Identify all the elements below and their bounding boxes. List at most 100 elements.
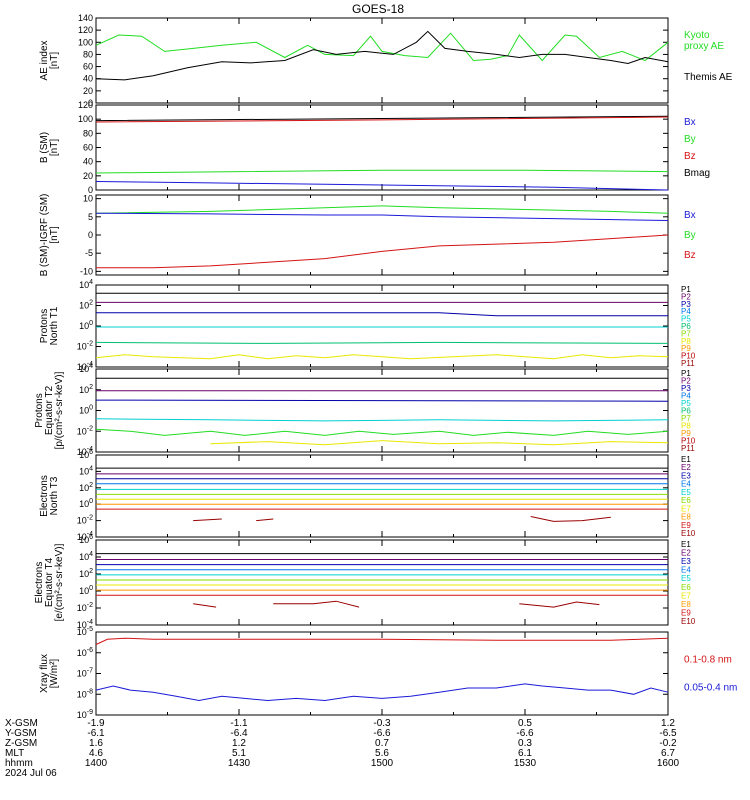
y-tick-label: 60 [83, 62, 93, 72]
legend-e4: E4 [681, 480, 691, 489]
legend-p2: P2 [681, 292, 691, 301]
y-tick-label: 20 [83, 86, 93, 96]
x-axis-value: -6.4 [230, 728, 248, 739]
y-tick-label: 102 [79, 300, 93, 311]
x-axis-value: -6.6 [516, 728, 534, 739]
series-p7 [95, 428, 669, 436]
legend-p7: P7 [681, 329, 691, 338]
x-axis-value: 0.5 [518, 718, 532, 729]
legend-e2: E2 [681, 463, 691, 472]
x-axis-row-label: Y-GSM [5, 728, 37, 739]
panel-frame [95, 368, 669, 453]
x-axis-value: 5.6 [375, 748, 389, 759]
x-axis-value: 1.2 [661, 718, 675, 729]
legend-p3: P3 [681, 384, 691, 393]
y-axis-label: Protons [39, 309, 50, 343]
x-axis-value: 1.2 [232, 738, 246, 749]
legend-e9: E9 [681, 608, 691, 617]
legend-p9: P9 [681, 429, 691, 438]
y-axis-label: [e/(cm²-s-sr-keV)] [54, 543, 65, 621]
legend-item: Bmag [684, 168, 710, 179]
y-tick-label: 10-9 [77, 709, 93, 720]
series-p9 [210, 440, 669, 446]
y-tick-label: -10 [80, 266, 93, 276]
y-tick-label: 40 [83, 74, 93, 84]
x-axis-value: 1400 [85, 758, 108, 769]
legend-e2: E2 [681, 549, 691, 558]
y-tick-label: 102 [79, 568, 93, 579]
y-tick-label: 100 [79, 320, 93, 331]
legend-p8: P8 [681, 337, 691, 346]
y-tick-label: 100 [79, 585, 93, 596]
y-axis-label: [W/m²] [49, 659, 60, 689]
y-tick-label: 120 [78, 100, 93, 110]
y-tick-label: 10 [83, 194, 93, 204]
legend-p10: P10 [681, 352, 696, 361]
y-tick-label: -5 [85, 248, 93, 258]
series-p6 [95, 341, 669, 344]
legend-p5: P5 [681, 399, 691, 408]
series-by [95, 169, 669, 174]
series-p3 [96, 312, 668, 317]
legend-e10: E10 [681, 617, 696, 626]
y-tick-label: 140 [78, 13, 93, 23]
x-axis-row-label: MLT [5, 748, 24, 759]
x-axis-value: -6.1 [87, 728, 105, 739]
series-themis-ae [95, 30, 669, 81]
y-tick-label: 0 [88, 98, 93, 108]
y-tick-label: 10-8 [77, 688, 93, 699]
y-tick-label: 10-4 [77, 361, 93, 372]
y-axis-label: [p/(cm²-s-sr-keV)] [54, 371, 65, 449]
y-tick-label: 10-7 [77, 668, 93, 679]
legend-p1: P1 [681, 369, 691, 378]
legend-p11: P11 [681, 444, 695, 453]
y-axis-label: North T3 [49, 476, 60, 515]
legend-p11: P11 [681, 359, 695, 368]
legend-item: proxy AE [684, 41, 724, 52]
legend-e6: E6 [681, 496, 691, 505]
series-bx [95, 181, 669, 191]
y-axis-label: Electrons [39, 475, 50, 517]
x-axis-row-label: hhmm [5, 758, 33, 769]
legend-p10: P10 [681, 437, 696, 446]
legend-p6: P6 [681, 407, 691, 416]
x-axis-value: -0.3 [373, 718, 391, 729]
series-bz [95, 116, 669, 123]
y-tick-label: 5 [88, 212, 93, 222]
panel-frame [95, 539, 669, 626]
series-bx [95, 212, 669, 221]
y-tick-label: 10-2 [77, 341, 93, 352]
legend-e10: E10 [681, 529, 696, 538]
y-tick-label: 80 [83, 49, 93, 59]
legend-item: By [684, 134, 696, 145]
legend-e9: E9 [681, 521, 691, 530]
y-tick-label: 10-5 [77, 626, 93, 637]
legend-e1: E1 [681, 455, 691, 464]
legend-item: Kyoto [684, 30, 710, 41]
y-tick-label: 100 [78, 37, 93, 47]
legend-item: Bz [684, 250, 696, 261]
legend-item: Themis AE [684, 72, 733, 83]
x-axis-value: 4.6 [89, 748, 103, 759]
y-tick-label: 120 [78, 25, 93, 35]
y-axis-label: [nT] [49, 226, 60, 243]
legend-e3: E3 [681, 471, 691, 480]
series-p5 [95, 418, 669, 422]
y-axis-label: AE index [39, 40, 50, 80]
panel-frame [95, 17, 669, 104]
panel-xray: 10-9 10-8 10-7 10-6 10-5 Xray flux [W/m²] 0.1-0… [39, 626, 737, 720]
y-tick-label: 20 [83, 171, 93, 181]
legend-p3: P3 [681, 300, 691, 309]
y-tick-label: 10-2 [77, 602, 93, 613]
legend-item: By [684, 230, 696, 241]
panel-frame [95, 454, 669, 538]
x-axis-value: -1.1 [230, 718, 248, 729]
x-axis-value: 6.1 [518, 748, 532, 759]
legend-e8: E8 [681, 513, 691, 522]
y-tick-label: 0 [88, 230, 93, 240]
legend-p8: P8 [681, 422, 691, 431]
y-tick-label: 104 [79, 279, 93, 290]
legend-e3: E3 [681, 557, 691, 566]
panel-bsm: 0 20 40 60 80 100 120 B (SM) [nT] Bx By Bz Bmag [39, 100, 710, 195]
